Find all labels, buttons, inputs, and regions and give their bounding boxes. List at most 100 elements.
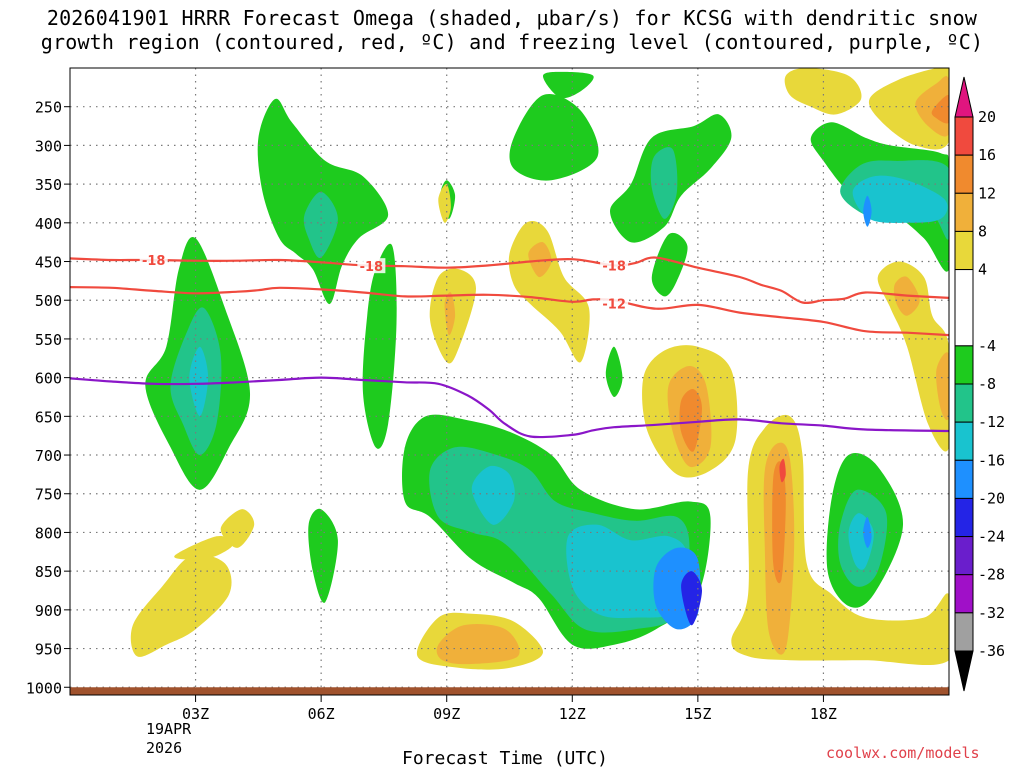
y-tick-label-400: 400	[35, 215, 62, 233]
colorbar-band-2	[954, 154, 974, 194]
colorbar-band-7	[954, 383, 974, 423]
plot-frame	[69, 67, 950, 696]
colorbar-band-12	[954, 574, 974, 614]
y-tick-label-850: 850	[35, 563, 62, 581]
date-label-day: 19APR	[146, 720, 192, 738]
colorbar-label-10: -24	[978, 528, 1005, 546]
contour-label-1-0: -12	[602, 297, 626, 312]
y-tick-label-900: 900	[35, 602, 62, 620]
colorbar-band-4	[954, 230, 974, 271]
y-tick-label-450: 450	[35, 254, 62, 272]
omega-region-48	[915, 76, 949, 137]
colorbar: 20 16 12 8 4 -4 -8 -12 -16 -20 -24 -28 -32 -36	[954, 76, 1005, 692]
omega-region-18	[650, 147, 678, 219]
colorbar-label-13: -36	[978, 642, 1005, 660]
omega-region-28	[863, 516, 872, 548]
y-tick-label-950: 950	[35, 641, 62, 659]
contour-label-0-2: -18	[602, 259, 626, 274]
omega-shading-layer	[130, 68, 949, 670]
contour-line-1	[70, 286, 949, 337]
omega-region-35	[508, 221, 590, 363]
contour-layer: -18 -18 -18 -12	[70, 251, 949, 439]
ground-layer	[70, 687, 949, 695]
x-tick-label-15Z: 15Z	[684, 705, 711, 723]
contour-label-bg	[600, 295, 629, 311]
x-tick-label-12Z: 12Z	[559, 705, 586, 723]
omega-region-23	[852, 175, 948, 223]
x-tick-label-18Z: 18Z	[810, 705, 837, 723]
contour-label-0-0: -18	[142, 254, 166, 269]
omega-region-6	[308, 508, 338, 603]
omega-region-13	[404, 446, 418, 471]
y-axis-ticks: 250 300 350 400 450 500 550 600 650 700 750 800 850 9…	[26, 99, 70, 697]
colorbar-label-7: -12	[978, 413, 1005, 431]
colorbar-label-9: -20	[978, 489, 1005, 507]
omega-region-19	[651, 232, 688, 297]
omega-region-45	[779, 458, 786, 483]
colorbar-band-3	[954, 192, 974, 232]
colorbar-label-11: -28	[978, 566, 1005, 584]
y-tick-label-500: 500	[35, 292, 62, 310]
colorbar-band-10	[954, 497, 974, 538]
ground-fill	[70, 687, 949, 695]
omega-region-34	[438, 183, 451, 223]
date-label-year: 2026	[146, 739, 182, 757]
y-tick-label-700: 700	[35, 447, 62, 465]
omega-region-12	[681, 571, 702, 626]
y-tick-label-600: 600	[35, 370, 62, 388]
y-tick-label-650: 650	[35, 408, 62, 426]
colorbar-label-4: 4	[978, 261, 987, 279]
colorbar-arrow-top	[954, 76, 974, 118]
omega-region-2	[189, 346, 209, 417]
omega-region-44	[772, 461, 786, 584]
omega-region-50	[877, 261, 949, 452]
y-tick-label-250: 250	[35, 99, 62, 117]
x-tick-label-06Z: 06Z	[308, 705, 335, 723]
colorbar-band-13	[954, 612, 974, 652]
omega-region-41	[679, 389, 702, 452]
omega-region-15	[509, 93, 599, 181]
y-tick-label-300: 300	[35, 137, 62, 155]
omega-region-47	[868, 68, 949, 150]
colorbar-band-1	[954, 116, 974, 156]
colorbar-label-12: -32	[978, 604, 1005, 622]
title-line-2: growth region (contoured, red, ºC) and f…	[40, 30, 984, 54]
x-tick-label-09Z: 09Z	[433, 705, 460, 723]
colorbar-label-2: 12	[978, 184, 996, 202]
y-tick-label-800: 800	[35, 524, 62, 542]
credit-text: coolwx.com/models	[826, 744, 980, 762]
colorbar-label-0: 20	[978, 108, 996, 126]
omega-region-30	[174, 535, 234, 560]
contour-label-bg	[139, 251, 168, 267]
colorbar-label-6: -8	[978, 375, 996, 393]
chart-title: 2026041901 HRRR Forecast Omega (shaded, …	[0, 6, 1024, 54]
contour-label-bg	[357, 258, 386, 274]
contour-line-0	[70, 256, 949, 305]
omega-region-20	[605, 346, 623, 398]
y-tick-label-550: 550	[35, 331, 62, 349]
colorbar-band-8	[954, 421, 974, 461]
y-tick-label-750: 750	[35, 486, 62, 504]
omega-region-52	[936, 352, 949, 421]
y-tick-label-1000: 1000	[26, 679, 62, 697]
colorbar-band-11	[954, 536, 974, 576]
colorbar-band-6	[954, 345, 974, 385]
omega-region-46	[784, 68, 862, 115]
colorbar-label-3: 8	[978, 222, 987, 240]
x-axis-ticks: 03Z 06Z 09Z 12Z 15Z 18Z	[182, 695, 837, 723]
omega-region-49	[931, 95, 949, 124]
colorbar-label-1: 16	[978, 146, 996, 164]
y-tick-label-350: 350	[35, 176, 62, 194]
title-line-1: 2026041901 HRRR Forecast Omega (shaded, …	[46, 6, 978, 30]
colorbar-band-5	[954, 269, 974, 347]
contour-label-0-1: -18	[360, 260, 384, 275]
colorbar-label-8: -16	[978, 451, 1005, 469]
colorbar-label-5: -4	[978, 337, 996, 355]
colorbar-band-9	[954, 459, 974, 499]
omega-region-24	[863, 195, 872, 227]
omega-region-9	[471, 465, 515, 525]
colorbar-arrow-bottom	[954, 650, 974, 692]
omega-region-16	[542, 71, 594, 99]
x-tick-label-03Z: 03Z	[182, 705, 209, 723]
